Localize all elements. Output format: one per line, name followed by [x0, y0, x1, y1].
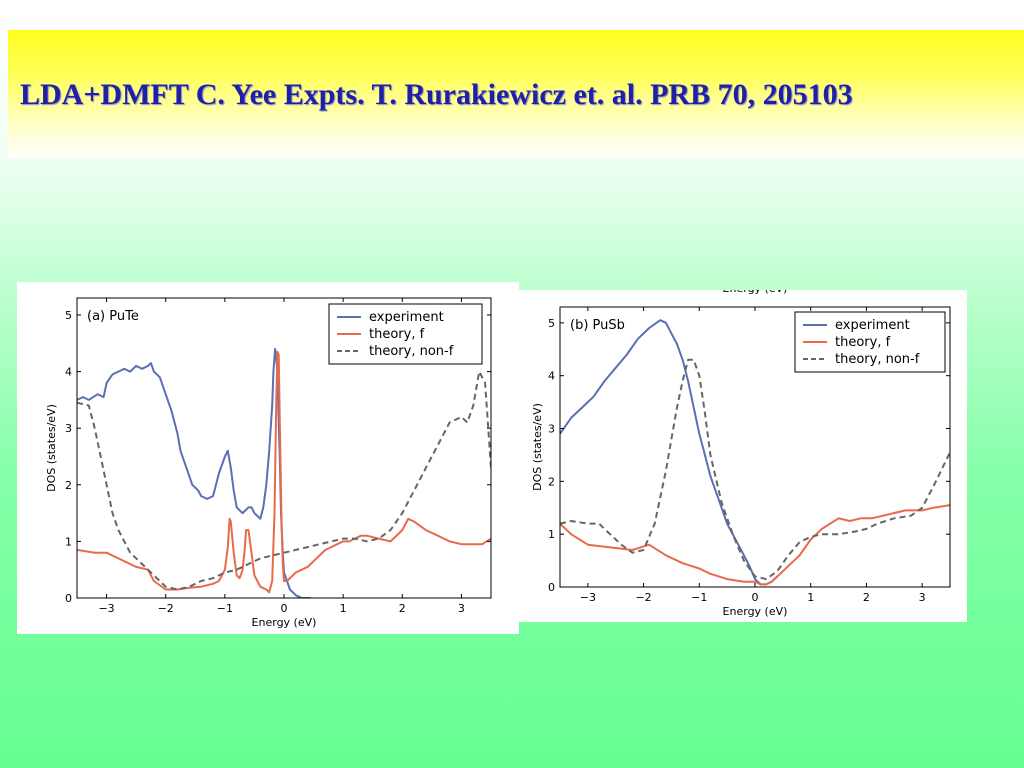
chart-panel-b: Energy (eV) −3 −2 −1 0 1 2 3 0 1 2 3 4 5 Energy (eV) DO… [519, 290, 967, 622]
series-line-theory-non-f [560, 358, 950, 581]
y-tick-label: 2 [65, 479, 72, 492]
y-tick-label: 1 [65, 535, 72, 548]
y-tick-label: 0 [65, 592, 72, 605]
y-tick-label: 5 [65, 309, 72, 322]
x-tick-label: 0 [281, 602, 288, 615]
x-tick-label: 3 [919, 591, 926, 604]
x-tick-label: 2 [399, 602, 406, 615]
y-tick-label: 2 [548, 475, 555, 488]
x-tick-label: 2 [863, 591, 870, 604]
y-axis-label: DOS (states/eV) [531, 403, 544, 491]
x-tick-label: −2 [158, 602, 174, 615]
x-axis-label: Energy (eV) [252, 616, 317, 629]
panel-label: (b) PuSb [570, 318, 625, 333]
legend-entry: theory, f [369, 327, 425, 342]
legend: experiment theory, f theory, non-f [328, 303, 483, 365]
chart-panel-a: −3 −2 −1 0 1 2 3 0 1 2 3 4 5 Energy (eV) DOS (states/e… [17, 282, 519, 634]
x-tick-label: −2 [635, 591, 651, 604]
x-tick-label: 0 [752, 591, 759, 604]
legend-entry: theory, f [835, 335, 891, 350]
x-tick-label: 1 [340, 602, 347, 615]
legend-entry: theory, non-f [835, 352, 920, 367]
series-line-experiment [560, 319, 778, 586]
x-tick-label: −3 [580, 591, 596, 604]
series-line-theory-f [560, 504, 950, 586]
slide-title: LDA+DMFT C. Yee Expts. T. Rurakiewicz et… [20, 78, 853, 111]
x-tick-label: −1 [217, 602, 233, 615]
y-tick-label: 0 [548, 581, 555, 594]
x-tick-label: −1 [691, 591, 707, 604]
title-band [8, 30, 1024, 158]
series-line-theory-f [77, 350, 491, 594]
legend-entry: theory, non-f [369, 344, 454, 359]
plot-area [560, 319, 950, 586]
top-axis-label: Energy (eV) [723, 290, 788, 295]
y-axis-label: DOS (states/eV) [45, 404, 58, 492]
y-tick-label: 4 [548, 370, 555, 383]
series-line-theory-non-f [77, 370, 491, 591]
legend: experiment theory, f theory, non-f [794, 311, 946, 373]
series-line-experiment [77, 347, 311, 598]
chart-pute: −3 −2 −1 0 1 2 3 0 1 2 3 4 5 Energy (eV) DOS (states/e… [45, 297, 492, 629]
x-axis-label: Energy (eV) [723, 605, 788, 618]
plot-area [77, 347, 491, 598]
y-tick-label: 3 [548, 423, 555, 436]
x-tick-label: −3 [98, 602, 114, 615]
y-tick-label: 5 [548, 317, 555, 330]
y-tick-label: 4 [65, 366, 72, 379]
panel-label: (a) PuTe [87, 309, 139, 324]
legend-entry: experiment [369, 310, 444, 325]
y-tick-label: 1 [548, 528, 555, 541]
x-tick-label: 1 [807, 591, 814, 604]
chart-pusb: Energy (eV) −3 −2 −1 0 1 2 3 0 1 2 3 4 5 Energy (eV) DO… [531, 290, 951, 618]
x-tick-label: 3 [458, 602, 465, 615]
legend-entry: experiment [835, 318, 910, 333]
y-tick-label: 3 [65, 422, 72, 435]
